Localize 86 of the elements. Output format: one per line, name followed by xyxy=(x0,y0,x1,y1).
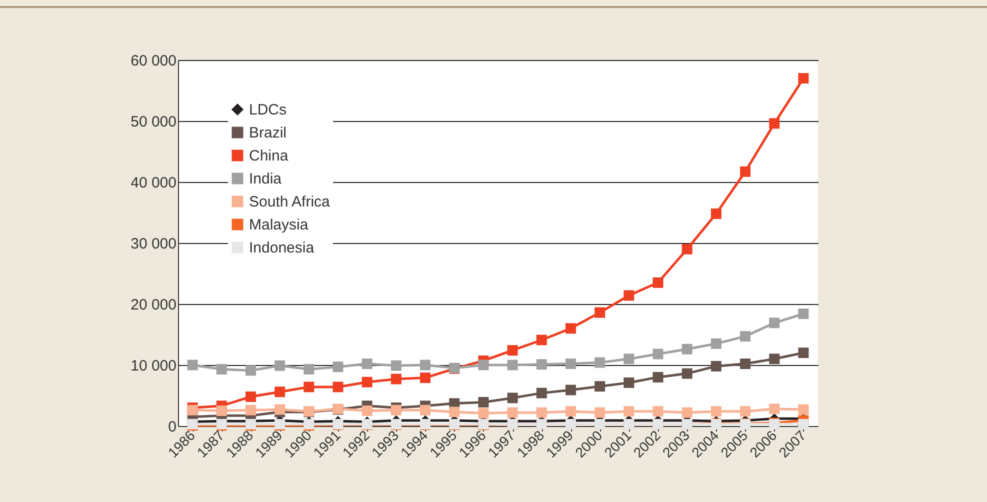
point xyxy=(478,408,489,418)
y-tick-label: 0 xyxy=(168,418,176,436)
point xyxy=(536,388,547,398)
point xyxy=(624,377,634,388)
point xyxy=(624,354,634,364)
point xyxy=(332,382,344,392)
point xyxy=(798,418,809,430)
y-tick-label: 50 000 xyxy=(130,114,176,130)
point xyxy=(769,404,780,414)
point xyxy=(682,344,692,354)
point xyxy=(420,404,431,416)
point xyxy=(507,392,518,404)
point xyxy=(274,386,286,398)
point xyxy=(245,391,256,402)
legend-label: India xyxy=(249,170,282,188)
point xyxy=(652,406,664,417)
point xyxy=(362,376,372,388)
point xyxy=(304,382,314,392)
point xyxy=(740,358,751,370)
point xyxy=(478,396,489,408)
point xyxy=(187,360,198,370)
y-tick-label: 30 000 xyxy=(130,236,176,252)
point xyxy=(390,404,402,416)
point xyxy=(478,360,489,370)
point xyxy=(594,307,606,318)
point xyxy=(710,406,722,417)
point xyxy=(769,318,780,328)
point xyxy=(390,360,402,371)
point xyxy=(652,277,664,288)
point xyxy=(769,354,780,364)
point xyxy=(274,360,286,371)
point xyxy=(798,404,809,415)
y-tick-label: 60 000 xyxy=(130,52,176,70)
point xyxy=(682,407,692,418)
point xyxy=(565,323,576,334)
point xyxy=(624,406,634,417)
point xyxy=(507,345,518,356)
point xyxy=(740,166,751,177)
point xyxy=(652,348,664,360)
point xyxy=(710,208,722,219)
point xyxy=(624,290,634,301)
point xyxy=(274,404,286,415)
point xyxy=(187,404,198,416)
legend-label: Malaysia xyxy=(249,216,309,234)
point xyxy=(362,358,372,370)
point xyxy=(710,360,722,372)
point xyxy=(740,331,751,342)
point xyxy=(507,360,518,370)
point xyxy=(362,406,372,416)
point xyxy=(536,334,547,346)
point xyxy=(682,368,692,379)
point xyxy=(420,360,431,370)
point xyxy=(536,359,547,370)
y-tick-label: 20 000 xyxy=(130,296,176,314)
point xyxy=(536,407,547,418)
point xyxy=(565,358,576,370)
point xyxy=(449,406,460,418)
point xyxy=(710,338,722,349)
point xyxy=(740,406,751,417)
point xyxy=(798,73,809,84)
legend-label: China xyxy=(249,148,289,164)
point xyxy=(332,362,344,372)
point xyxy=(565,406,576,417)
point xyxy=(216,406,227,416)
point xyxy=(652,372,664,382)
legend-label: Brazil xyxy=(249,124,287,142)
point xyxy=(594,407,606,418)
point xyxy=(245,404,256,416)
point xyxy=(304,364,314,375)
point xyxy=(594,357,606,368)
point xyxy=(216,364,227,375)
legend-label: South Africa xyxy=(249,194,331,210)
y-tick-label: 10 000 xyxy=(130,358,176,374)
point xyxy=(507,407,518,418)
point xyxy=(682,244,692,254)
legend-label: Indonesia xyxy=(249,240,315,256)
point xyxy=(390,374,402,384)
point xyxy=(769,118,780,129)
point xyxy=(420,372,431,384)
point xyxy=(594,381,606,392)
point xyxy=(565,384,576,396)
point xyxy=(798,308,809,320)
point xyxy=(245,365,256,376)
y-tick-label: 40 000 xyxy=(130,174,176,192)
point xyxy=(798,348,809,358)
legend-label: LDCs xyxy=(249,102,287,118)
